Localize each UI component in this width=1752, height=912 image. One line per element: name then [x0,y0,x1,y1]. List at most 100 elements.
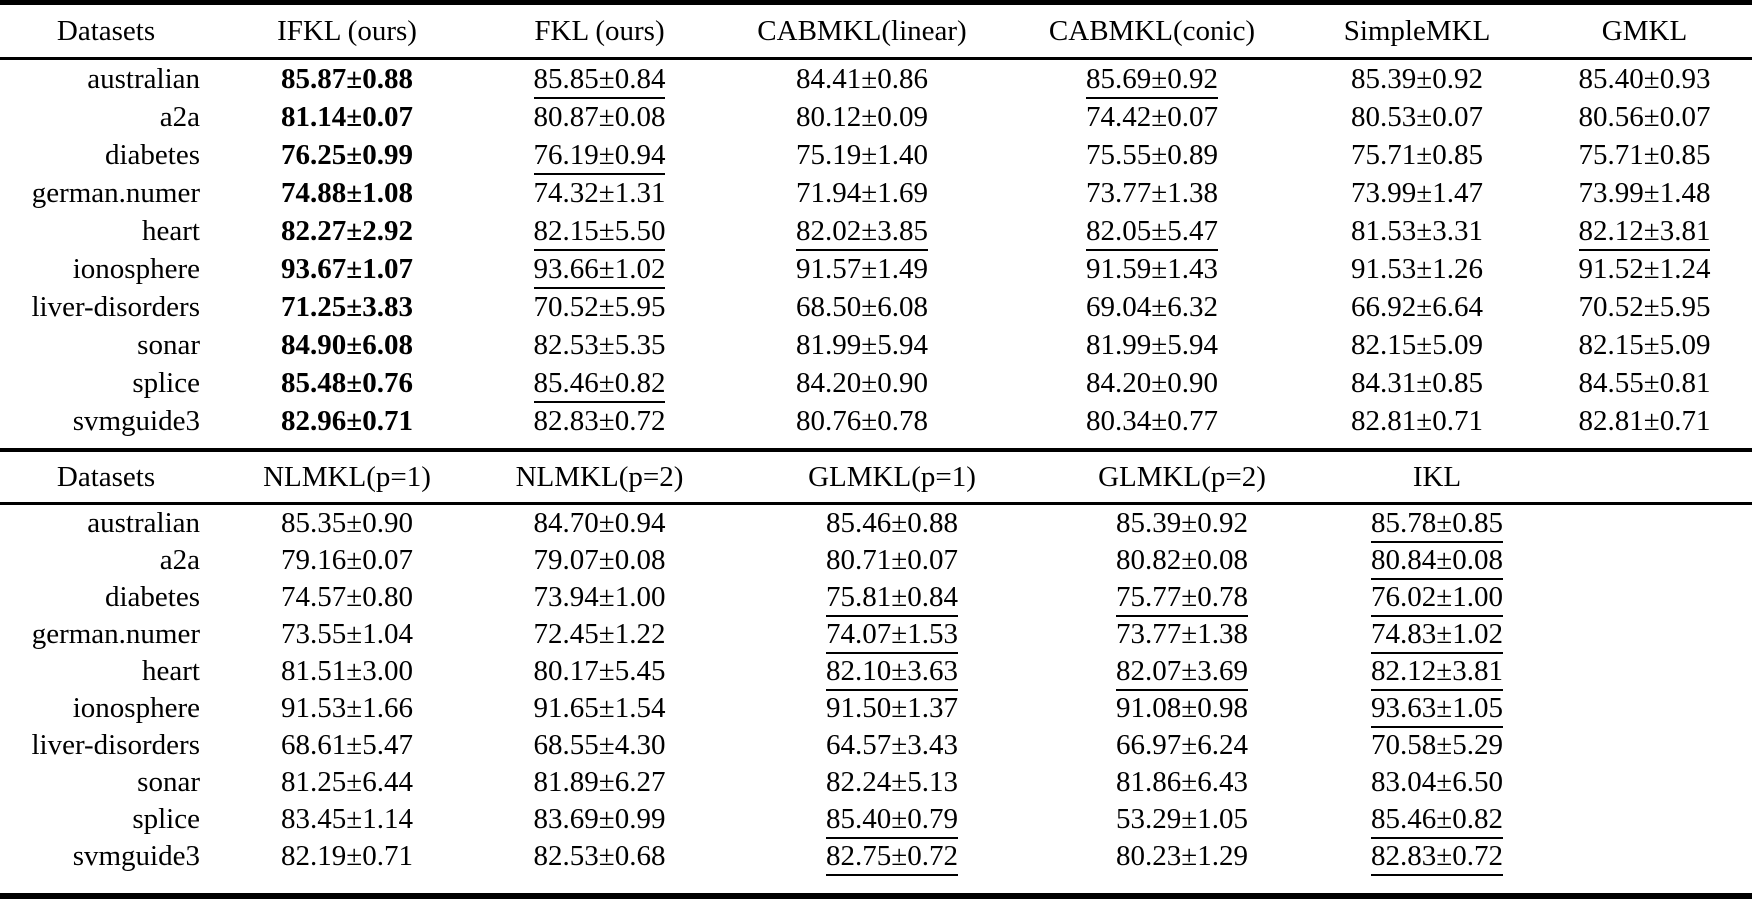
value-cell: 80.82±0.08 [1067,542,1297,579]
value-cell: 82.15±5.09 [1537,326,1752,364]
column-header-datasets-2: Datasets [0,452,212,505]
column-header-empty [1577,452,1752,505]
value-cell: 80.56±0.07 [1537,98,1752,136]
value-text: 71.94±1.69 [796,176,928,209]
table-row: sonar 84.90±6.08 82.53±5.35 81.99±5.94 81.99… [0,326,1752,364]
value-text: 82.15±5.09 [1578,328,1711,361]
value-cell: 80.17±5.45 [482,653,717,690]
value-cell: 80.12±0.09 [717,98,1007,136]
column-header-glmkl-p2: GLMKL(p=2) [1067,452,1297,505]
value-text: 82.81±0.71 [1351,404,1483,437]
dataset-label: heart [142,655,200,687]
value-cell: 81.89±6.27 [482,764,717,801]
dataset-label: ionosphere [72,252,200,285]
column-header-cabmkl-linear: CABMKL(linear) [717,5,1007,60]
value-text: 75.71±0.85 [1578,138,1711,171]
value-text: 80.71±0.07 [826,544,958,576]
value-cell: 79.16±0.07 [212,542,482,579]
value-cell: 82.27±2.92 [212,212,482,250]
value-cell: 66.92±6.64 [1297,288,1537,326]
value-text: 76.25±0.99 [281,138,413,171]
value-text: 85.39±0.92 [1116,507,1248,539]
column-header-cabmkl-conic: CABMKL(conic) [1007,5,1297,60]
value-cell: 82.02±3.85 [717,212,1007,251]
value-text: 85.46±0.88 [826,507,958,539]
value-text: 75.77±0.78 [1116,581,1248,617]
table-row: liver-disorders 71.25±3.83 70.52±5.95 68.50… [0,288,1752,326]
value-text: 73.94±1.00 [533,581,666,613]
value-cell: 82.12±3.81 [1297,653,1577,691]
value-cell: 85.87±0.88 [212,59,482,99]
column-header-simplemkl: SimpleMKL [1297,5,1537,60]
value-text: 84.20±0.90 [796,366,928,399]
header-row-top: Datasets IFKL (ours) FKL (ours) CABMKL(l… [0,5,1752,60]
column-header-gmkl: GMKL [1537,5,1752,60]
value-cell: 73.77±1.38 [1007,174,1297,212]
value-text: 80.56±0.07 [1578,100,1711,133]
value-cell: 73.94±1.00 [482,579,717,616]
dataset-label: liver-disorders [31,729,200,761]
value-text: 66.97±6.24 [1116,729,1248,761]
value-cell: 85.40±0.93 [1537,59,1752,99]
value-cell: 82.15±5.50 [482,212,717,251]
value-text: 75.19±1.40 [796,138,928,171]
value-cell: 91.52±1.24 [1537,250,1752,288]
value-cell: 71.25±3.83 [212,288,482,326]
value-cell: 91.59±1.43 [1007,250,1297,288]
value-text: 84.55±0.81 [1578,366,1711,399]
value-text: 80.12±0.09 [796,100,928,133]
value-text: 82.53±5.35 [533,328,666,361]
value-cell: 85.46±0.88 [717,504,1067,543]
value-cell: 82.83±0.72 [482,402,717,440]
table-separator-rule [0,448,1752,452]
value-cell: 82.05±5.47 [1007,212,1297,251]
value-text: 70.52±5.95 [1578,290,1711,323]
value-text: 82.27±2.92 [281,214,413,247]
value-cell: 73.55±1.04 [212,616,482,653]
value-text: 82.19±0.71 [281,840,413,872]
dataset-label: german.numer [31,176,200,209]
column-header-fkl: FKL (ours) [482,5,717,60]
value-text: 91.52±1.24 [1578,252,1711,285]
value-cell: 80.87±0.08 [482,98,717,136]
value-cell: 70.52±5.95 [482,288,717,326]
value-cell: 80.53±0.07 [1297,98,1537,136]
value-cell: 82.83±0.72 [1297,838,1577,876]
value-text: 82.02±3.85 [796,214,928,251]
value-text: 68.55±4.30 [533,729,666,761]
dataset-label: a2a [159,544,200,576]
value-cell: 85.35±0.90 [212,504,482,543]
table-row: a2a 79.16±0.07 79.07±0.08 80.71±0.07 80.82±0… [0,542,1752,580]
dataset-label: splice [132,366,200,399]
dataset-label: heart [142,214,200,247]
value-text: 73.77±1.38 [1086,176,1218,209]
value-text: 93.67±1.07 [281,252,413,285]
value-text: 80.23±1.29 [1116,840,1248,872]
value-cell: 76.19±0.94 [482,136,717,175]
value-cell: 75.71±0.85 [1297,136,1537,174]
value-cell: 85.39±0.92 [1067,504,1297,543]
value-cell: 74.83±1.02 [1297,616,1577,654]
value-cell: 84.20±0.90 [717,364,1007,402]
value-text: 82.07±3.69 [1116,655,1248,691]
column-header-ifkl: IFKL (ours) [212,5,482,60]
value-cell: 76.25±0.99 [212,136,482,174]
value-text: 84.70±0.94 [533,507,666,539]
value-text: 74.42±0.07 [1086,100,1218,133]
value-cell: 79.07±0.08 [482,542,717,579]
value-text: 80.82±0.08 [1116,544,1248,576]
value-cell: 91.53±1.26 [1297,250,1537,288]
dataset-label: a2a [159,100,200,133]
value-cell: 71.94±1.69 [717,174,1007,212]
value-text: 80.87±0.08 [533,100,666,133]
value-text: 85.48±0.76 [281,366,413,399]
value-cell: 81.25±6.44 [212,764,482,801]
value-cell: 81.53±3.31 [1297,212,1537,250]
value-cell: 93.66±1.02 [482,250,717,289]
value-text: 80.84±0.08 [1371,544,1503,580]
value-text: 75.55±0.89 [1086,138,1218,171]
value-text: 79.07±0.08 [533,544,666,576]
value-cell: 85.48±0.76 [212,364,482,402]
value-text: 74.88±1.08 [281,176,413,209]
value-cell: 69.04±6.32 [1007,288,1297,326]
